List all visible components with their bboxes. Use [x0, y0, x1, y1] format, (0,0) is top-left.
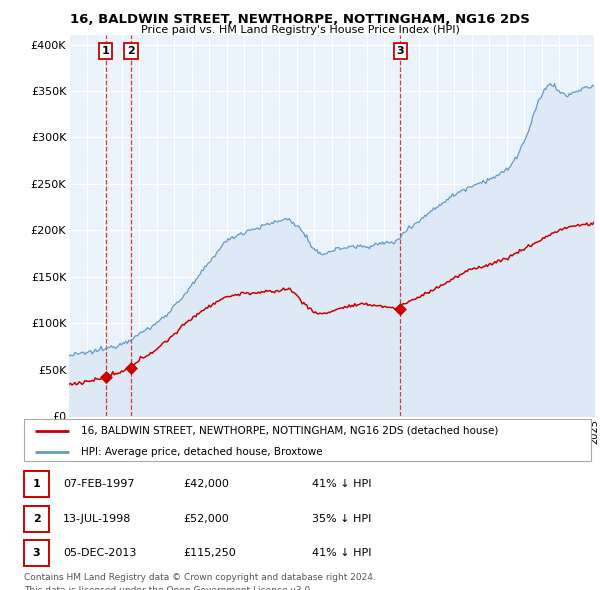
Text: 41% ↓ HPI: 41% ↓ HPI: [312, 548, 371, 558]
Text: Contains HM Land Registry data © Crown copyright and database right 2024.: Contains HM Land Registry data © Crown c…: [24, 573, 376, 582]
Text: 1: 1: [102, 46, 110, 56]
Text: £52,000: £52,000: [183, 514, 229, 523]
Text: 2: 2: [127, 46, 135, 56]
Text: 2: 2: [33, 514, 40, 523]
Text: This data is licensed under the Open Government Licence v3.0.: This data is licensed under the Open Gov…: [24, 586, 313, 590]
Text: 41% ↓ HPI: 41% ↓ HPI: [312, 480, 371, 489]
Text: £115,250: £115,250: [183, 548, 236, 558]
Text: 3: 3: [33, 548, 40, 558]
Text: Price paid vs. HM Land Registry's House Price Index (HPI): Price paid vs. HM Land Registry's House …: [140, 25, 460, 35]
Text: £42,000: £42,000: [183, 480, 229, 489]
FancyBboxPatch shape: [24, 419, 591, 461]
Text: 3: 3: [396, 46, 404, 56]
Text: 35% ↓ HPI: 35% ↓ HPI: [312, 514, 371, 523]
Text: 16, BALDWIN STREET, NEWTHORPE, NOTTINGHAM, NG16 2DS (detached house): 16, BALDWIN STREET, NEWTHORPE, NOTTINGHA…: [80, 426, 498, 436]
Text: 05-DEC-2013: 05-DEC-2013: [63, 548, 136, 558]
Text: 13-JUL-1998: 13-JUL-1998: [63, 514, 131, 523]
Text: 07-FEB-1997: 07-FEB-1997: [63, 480, 134, 489]
Text: HPI: Average price, detached house, Broxtowe: HPI: Average price, detached house, Brox…: [80, 447, 322, 457]
Text: 16, BALDWIN STREET, NEWTHORPE, NOTTINGHAM, NG16 2DS: 16, BALDWIN STREET, NEWTHORPE, NOTTINGHA…: [70, 13, 530, 26]
Text: 1: 1: [33, 480, 40, 489]
